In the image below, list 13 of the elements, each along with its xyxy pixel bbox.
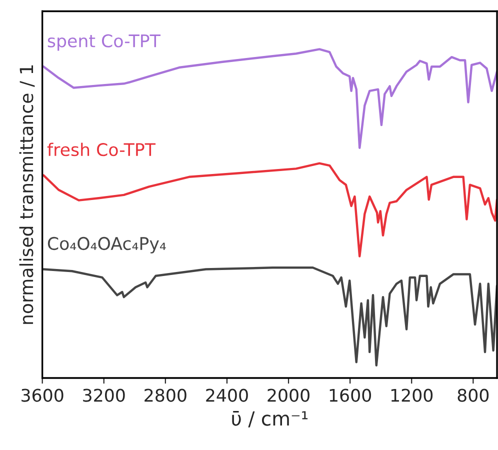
- series-label: fresh Co-TPT: [47, 142, 156, 156]
- y-axis-title: normalised transmittance / 1: [19, 65, 35, 324]
- series-label: Co₄O₄OAc₄Py₄: [48, 236, 166, 254]
- x-tick-label: 2800: [144, 388, 186, 402]
- x-axis-title: ῡ / cm⁻¹: [232, 411, 308, 428]
- x-tick-label: 1200: [391, 388, 433, 402]
- x-tick-label: 2000: [268, 388, 310, 402]
- x-tick-label: 1600: [330, 388, 371, 402]
- x-tick-label: 3200: [83, 388, 125, 402]
- series-label: spent Co-TPT: [48, 34, 160, 51]
- x-tick-label: 3600: [22, 388, 64, 402]
- x-tick-label: 800: [458, 388, 489, 402]
- x-tick-label: 2400: [206, 388, 248, 402]
